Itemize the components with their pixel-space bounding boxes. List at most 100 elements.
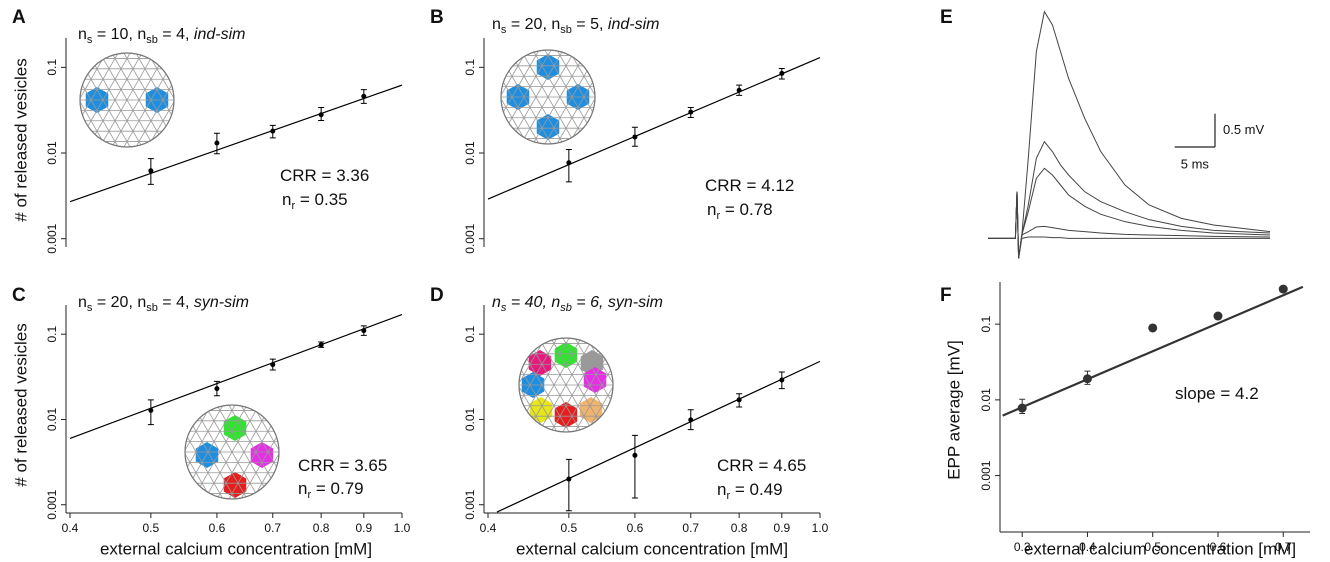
- sphere-wire: [544, 338, 606, 432]
- x-tick-label: 0.6: [209, 521, 226, 535]
- annotation: nr = 0.49: [717, 480, 783, 501]
- annotation: CRR = 4.65: [717, 456, 806, 475]
- panel-title-part: sb: [560, 302, 572, 314]
- sphere-wire: [571, 353, 613, 432]
- data-point: [361, 93, 367, 99]
- fit-line: [496, 360, 821, 513]
- y-tick-label: 0.01: [463, 407, 477, 431]
- x-tick-label: 0.5: [143, 521, 160, 535]
- data-point: [318, 342, 324, 348]
- y-tick-label: 0.1: [979, 315, 993, 332]
- annotation-part: = 0.35: [295, 190, 347, 209]
- y-tick-label: 0.1: [463, 326, 477, 343]
- annotation-part: slope = 4.2: [1175, 384, 1259, 403]
- error-bar: [565, 148, 572, 183]
- y-tick-label: 0.1: [45, 59, 59, 76]
- panel-title: ns = 40, nsb = 6, syn-sim: [492, 294, 663, 314]
- annotation-part: n: [707, 200, 716, 219]
- panel-letter: D: [430, 285, 444, 306]
- panel-title-part: n: [78, 294, 87, 311]
- error-bar: [631, 434, 638, 499]
- sphere-patch: [250, 442, 274, 468]
- sphere-wire: [105, 53, 167, 147]
- panel-letter: F: [940, 285, 952, 306]
- x-tick-label: 0.8: [731, 521, 748, 535]
- sphere-wire: [553, 343, 613, 432]
- data-point: [148, 168, 154, 174]
- annotation-part: CRR = 3.36: [280, 166, 369, 185]
- sphere-wire: [192, 405, 254, 499]
- sphere-wire: [185, 405, 245, 494]
- y-tick-label: 0.01: [45, 407, 59, 431]
- y-tick-label: 0.001: [463, 489, 477, 519]
- panel-letter: B: [430, 7, 444, 28]
- x-tick-label: 1.0: [812, 521, 829, 535]
- sphere-wire: [201, 405, 263, 499]
- annotation: slope = 4.2: [1175, 384, 1259, 403]
- panel-title-part: syn-sim: [194, 294, 249, 311]
- sphere-wire: [185, 405, 227, 484]
- sphere-wire: [519, 338, 579, 427]
- panel-title: ns = 20, nsb = 5, ind-sim: [492, 16, 659, 36]
- trace: [988, 140, 1271, 259]
- panel-title-part: s: [501, 302, 507, 314]
- y-tick-label: 0.01: [979, 388, 993, 412]
- annotation: CRR = 3.65: [298, 456, 387, 475]
- annotation-part: = 0.49: [730, 480, 782, 499]
- sphere-patch: [554, 342, 578, 368]
- y-tick-label: 0.001: [463, 223, 477, 253]
- y-tick-label: 0.001: [45, 223, 59, 253]
- y-tick-label: 0.001: [979, 460, 993, 490]
- sphere-wire: [508, 50, 570, 144]
- scale-bar-x-label: 5 ms: [1181, 156, 1210, 171]
- sphere-wire: [87, 53, 149, 147]
- sphere-wire: [535, 338, 597, 432]
- sphere-wire: [80, 53, 140, 142]
- sphere-wire: [508, 50, 570, 144]
- y-tick-label: 0.1: [463, 59, 477, 76]
- annotation-part: CRR = 3.65: [298, 456, 387, 475]
- data-point: [318, 112, 324, 118]
- panel-title-part: s: [501, 24, 507, 36]
- x-axis-label: external calcium concentration [mM]: [100, 539, 372, 558]
- annotation-part: r: [716, 210, 720, 222]
- panel-title-part: sb: [146, 34, 158, 46]
- annotation-part: r: [726, 490, 730, 502]
- sphere-wire: [501, 50, 543, 129]
- data-point: [270, 128, 276, 134]
- data-point: [688, 109, 694, 115]
- y-tick-label: 0.01: [463, 141, 477, 165]
- panel-title-part: = 4,: [158, 294, 194, 311]
- trace: [988, 191, 1270, 259]
- data-point: [1148, 323, 1158, 333]
- panel-title-part: n: [492, 16, 501, 33]
- sphere-patch: [554, 402, 578, 428]
- panel-title: ns = 10, nsb = 4, ind-sim: [78, 26, 245, 46]
- annotation-part: CRR = 4.12: [705, 176, 794, 195]
- sphere-wire: [544, 338, 606, 432]
- y-axis-label: # of released vesicles: [11, 58, 30, 221]
- panel-title-part: sb: [560, 24, 572, 36]
- annotation-part: CRR = 4.65: [717, 456, 806, 475]
- data-point: [1213, 311, 1223, 321]
- annotation-part: = 0.78: [720, 200, 772, 219]
- x-tick-label: 0.4: [62, 521, 79, 535]
- panel-title-part: n: [492, 294, 501, 311]
- sphere-patch: [536, 54, 560, 80]
- sphere-wire: [526, 50, 588, 144]
- annotation: nr = 0.79: [298, 479, 364, 500]
- data-point: [688, 417, 694, 423]
- x-axis-label: external calcium concentration [mM]: [1024, 539, 1296, 558]
- data-point: [736, 87, 742, 93]
- sphere-wire: [210, 405, 272, 499]
- x-tick-label: 0.9: [355, 521, 372, 535]
- sphere-wire: [535, 55, 595, 144]
- data-point: [1017, 403, 1027, 413]
- data-point: [270, 362, 276, 368]
- panel-letter: A: [12, 7, 26, 28]
- annotation-part: n: [717, 480, 726, 499]
- x-tick-label: 0.7: [682, 521, 699, 535]
- x-tick-label: 0.4: [1079, 540, 1096, 554]
